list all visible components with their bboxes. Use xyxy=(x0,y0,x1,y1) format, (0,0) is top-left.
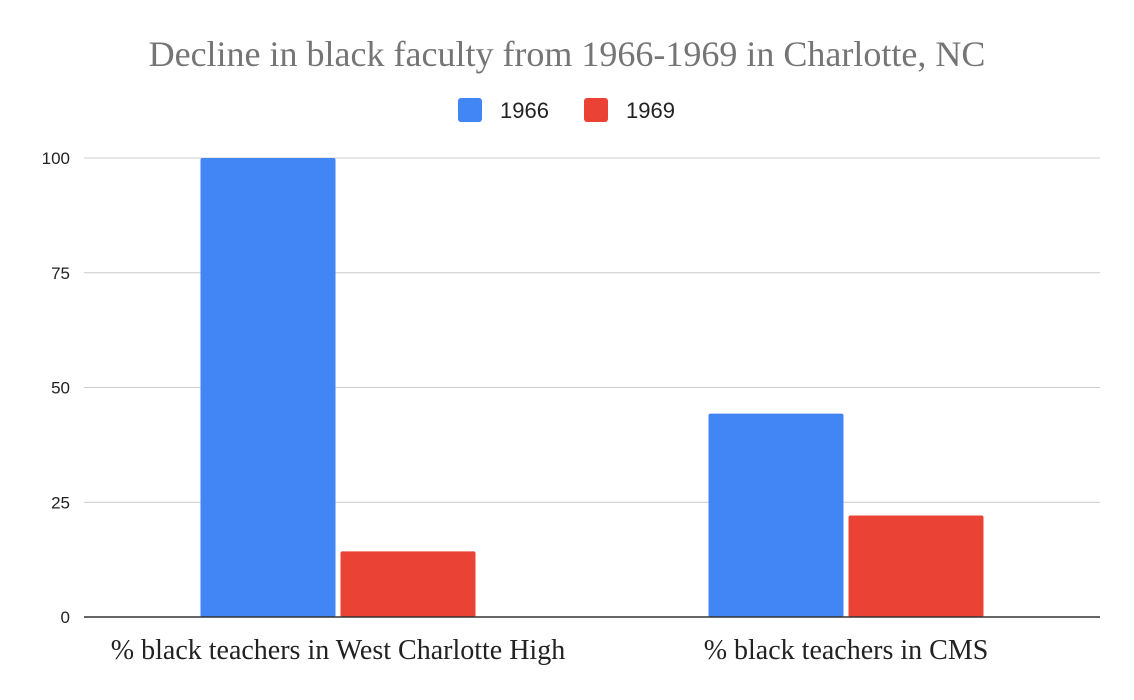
legend-label-1966: 1966 xyxy=(500,98,549,123)
chart-title: Decline in black faculty from 1966-1969 … xyxy=(149,34,986,74)
x-axis-labels: % black teachers in West Charlotte High%… xyxy=(111,635,989,666)
y-tick-label: 100 xyxy=(42,149,70,168)
bar-1969-2 xyxy=(848,515,984,617)
y-tick-label: 75 xyxy=(51,264,70,283)
bar-1969-1 xyxy=(340,551,476,617)
y-tick-label: 0 xyxy=(61,608,70,627)
x-category-label: % black teachers in West Charlotte High xyxy=(111,635,565,666)
y-tick-label: 50 xyxy=(51,379,70,398)
y-axis-ticks: 0 25 50 75 100 xyxy=(42,149,70,627)
legend-swatch-1966 xyxy=(458,98,482,122)
bar-1966-2 xyxy=(708,413,844,617)
legend-label-1969: 1969 xyxy=(626,98,675,123)
bars xyxy=(200,158,984,617)
legend-swatch-1969 xyxy=(584,98,608,122)
legend: 1966 1969 xyxy=(458,98,675,123)
bar-1966-1 xyxy=(200,158,336,617)
x-category-label: % black teachers in CMS xyxy=(704,635,989,666)
y-tick-label: 25 xyxy=(51,493,70,512)
